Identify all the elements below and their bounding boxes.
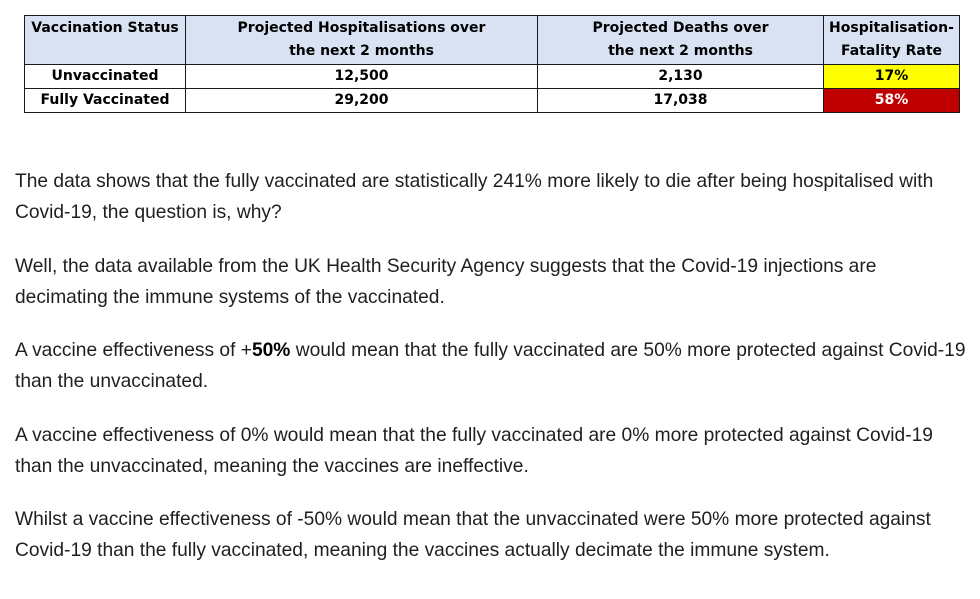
cell-fatality-rate-yellow: 17% [823, 64, 960, 89]
table-row-fully-vaccinated: Fully Vaccinated 29,200 17,038 58% [24, 88, 960, 113]
cell-deaths: 17,038 [537, 88, 824, 113]
header-rate-line2: Fatality Rate [840, 43, 943, 59]
vaccination-data-table-container: Vaccination Status Projected Hospitalisa… [24, 15, 960, 113]
header-fatality-rate: Hospitalisation- Fatality Rate [823, 15, 960, 65]
article-body: The data shows that the fully vaccinated… [15, 166, 970, 589]
p3-bold-percentage: 50% [251, 340, 291, 361]
cell-status: Unvaccinated [24, 64, 186, 89]
header-projected-hospitalisations: Projected Hospitalisations over the next … [185, 15, 538, 65]
header-hosp-line1: Projected Hospitalisations over [237, 20, 486, 36]
header-hosp-line2: the next 2 months [289, 43, 434, 59]
paragraph-negative-effectiveness: Whilst a vaccine effectiveness of -50% w… [15, 509, 931, 561]
header-rate-line1: Hospitalisation- [829, 20, 954, 36]
header-deaths-line2: the next 2 months [608, 43, 753, 59]
cell-status: Fully Vaccinated [24, 88, 186, 113]
header-status-text: Vaccination Status [31, 20, 179, 36]
header-projected-deaths: Projected Deaths over the next 2 months [537, 15, 824, 65]
paragraph-ukhsa-data: Well, the data available from the UK Hea… [15, 255, 877, 308]
vaccination-data-table: Vaccination Status Projected Hospitalisa… [24, 15, 960, 113]
header-vaccination-status: Vaccination Status [24, 15, 186, 65]
header-deaths-line1: Projected Deaths over [592, 20, 769, 36]
p3-text-end: would mean that the fully vaccinated are… [15, 340, 966, 392]
paragraph-data-shows: The data shows that the fully vaccinated… [15, 171, 934, 223]
table-header-row: Vaccination Status Projected Hospitalisa… [24, 15, 960, 65]
paragraph-zero-effectiveness: A vaccine effectiveness of 0% would mean… [15, 424, 933, 477]
cell-deaths: 2,130 [537, 64, 824, 89]
table-row-unvaccinated: Unvaccinated 12,500 2,130 17% [24, 64, 960, 89]
cell-hospitalisations: 29,200 [185, 88, 538, 113]
cell-fatality-rate-red: 58% [823, 88, 960, 113]
cell-hospitalisations: 12,500 [185, 64, 538, 89]
p3-text-start: A vaccine effectiveness of + [15, 340, 252, 361]
paragraph-positive-effectiveness: A vaccine effectiveness of +50% would me… [15, 335, 970, 397]
